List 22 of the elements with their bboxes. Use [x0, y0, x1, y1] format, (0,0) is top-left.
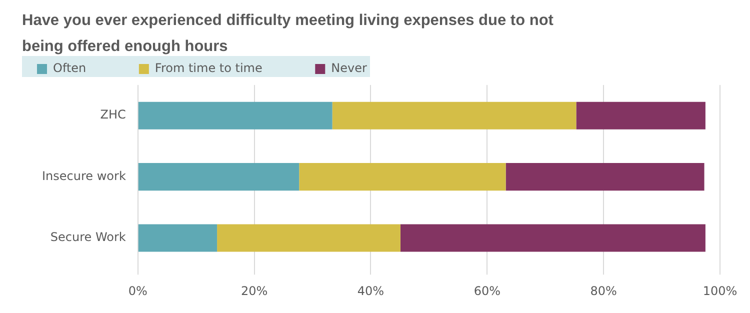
x-tick-label: 60%: [474, 284, 500, 298]
x-tick-label: 0%: [128, 284, 148, 298]
bar: [576, 102, 706, 130]
bar: [332, 102, 576, 130]
bar: [217, 224, 400, 252]
x-tick-label: 40%: [357, 284, 384, 298]
y-tick-label: Insecure work: [42, 168, 126, 183]
y-tick-label: ZHC: [100, 108, 126, 122]
legend-label: From time to time: [154, 61, 308, 76]
bar: [400, 224, 706, 252]
legend-label: Often: [53, 61, 132, 76]
bar: [138, 102, 332, 130]
chart-title: Have you ever experienced difficulty meeting living expenses due to not being offered enough hours: [22, 11, 554, 57]
bar: [138, 224, 218, 252]
y-tick-label: Secure Work: [50, 230, 126, 244]
x-tick-label: 80%: [590, 284, 617, 298]
bar: [138, 163, 300, 191]
bar: [506, 163, 704, 191]
x-tick-label: 100%: [702, 284, 738, 298]
legend-label: Never: [331, 61, 413, 76]
x-tick-label: 20%: [240, 284, 268, 298]
bar: [299, 163, 506, 191]
